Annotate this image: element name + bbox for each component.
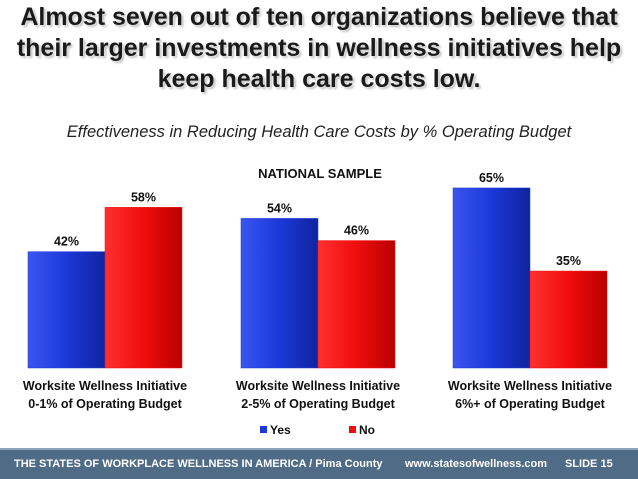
data-label-no-3: 35% (556, 254, 581, 268)
footer-url: www.statesofwellness.com (405, 458, 548, 470)
slide-title-line-1: Almost seven out of ten organizations be… (20, 3, 618, 31)
footer-bar: THE STATES OF WORKPLACE WELLNESS IN AMER… (0, 448, 638, 479)
chart-title: NATIONAL SAMPLE (258, 166, 382, 181)
category-label-1-line-1: Worksite Wellness Initiative (23, 379, 187, 393)
bar-no-2 (317, 240, 396, 369)
bar-no-3 (529, 270, 608, 369)
legend-label-yes: Yes (270, 423, 291, 437)
slide-title-line-2: their larger investments in wellness ini… (16, 34, 622, 62)
slide-title: Almost seven out of ten organizations be… (6, 2, 632, 95)
category-label-3-line-2: 6%+ of Operating Budget (455, 397, 606, 411)
bar-yes-2 (240, 218, 319, 369)
data-label-no-1: 58% (131, 190, 156, 204)
category-label-3-line-1: Worksite Wellness Initiative (448, 379, 612, 393)
data-label-no-2: 46% (344, 224, 369, 238)
legend-label-no: No (359, 423, 375, 437)
bar-yes-1 (27, 251, 106, 369)
footer-title: THE STATES OF WORKPLACE WELLNESS IN AMER… (14, 458, 383, 470)
bar-chart: NATIONAL SAMPLE 42% 54% 65% 58% 46% 35% Works… (23, 166, 612, 437)
data-label-yes-3: 65% (479, 171, 504, 185)
category-label-2-line-2: 2-5% of Operating Budget (241, 397, 395, 411)
slide-number: SLIDE 15 (565, 458, 613, 470)
legend-swatch-no (349, 426, 356, 433)
data-label-yes-1: 42% (54, 235, 79, 249)
bar-no-1 (104, 207, 183, 369)
category-label-1-line-2: 0-1% of Operating Budget (28, 397, 182, 411)
category-label-2-line-1: Worksite Wellness Initiative (236, 379, 400, 393)
data-label-yes-2: 54% (267, 201, 292, 215)
bar-yes-3 (452, 187, 531, 369)
slide-title-line-3: keep health care costs low. (157, 65, 481, 93)
legend-swatch-yes (260, 426, 267, 433)
chart-subtitle: Effectiveness in Reducing Health Care Co… (66, 123, 572, 141)
